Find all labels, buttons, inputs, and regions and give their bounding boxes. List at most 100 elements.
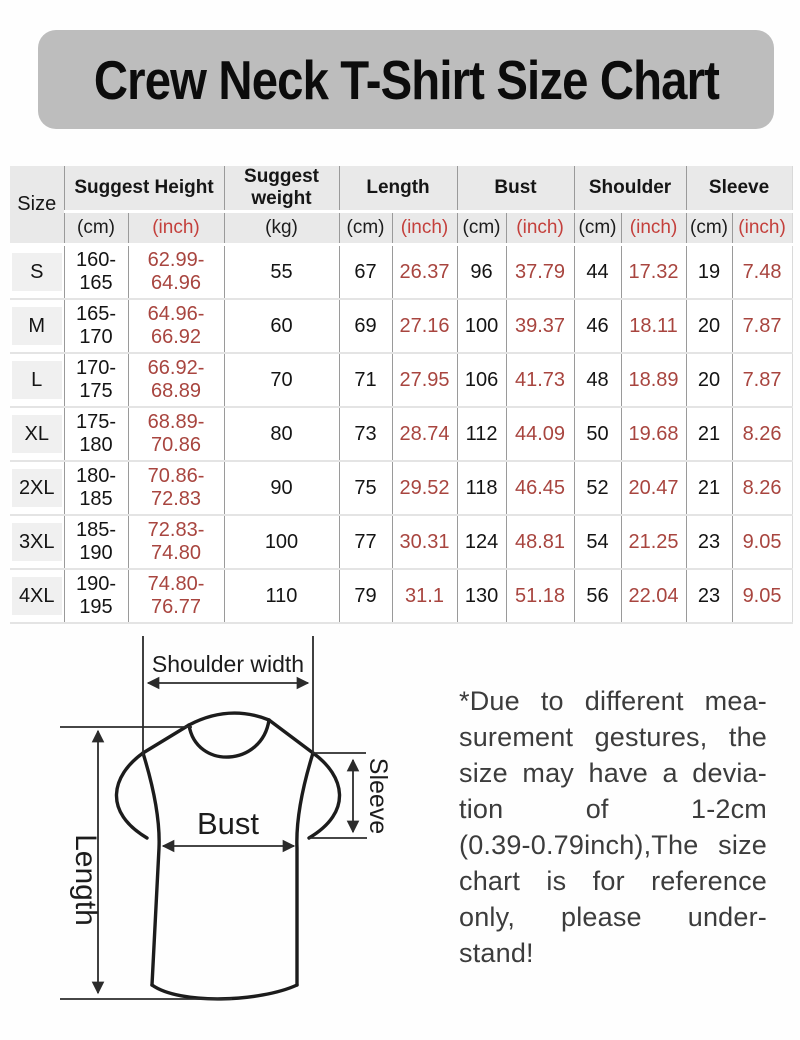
bust-label: Bust [197,806,259,841]
value-cell: 165-170 [64,299,129,354]
value-cell: 21 [686,461,733,516]
size-cell: L [10,353,65,408]
size-label: 4XL [11,577,62,615]
value-cell: 9.05 [732,515,793,570]
note-line: stand! [459,938,534,968]
note-line: tion of 1-2cm [459,794,767,824]
value-cell: 8.26 [732,461,793,516]
note-line: *Due to different mea- [459,686,767,716]
length-label: Length [69,834,102,926]
size-label: 3XL [11,523,62,561]
value-cell: 18.89 [621,353,687,408]
size-cell: XL [10,407,65,462]
value-cell: 54 [574,515,622,570]
value-cell: 62.99-64.96 [128,244,225,300]
size-cell: 4XL [10,569,65,624]
value-cell: 68.89-70.86 [128,407,225,462]
value-cell: 8.26 [732,407,793,462]
value-cell: 27.95 [392,353,458,408]
value-cell: 37.79 [506,244,575,300]
value-cell: 67 [339,244,393,300]
column-header-length: Length [339,166,458,213]
value-cell: 96 [457,244,507,300]
value-cell: 72.83-74.80 [128,515,225,570]
note-line: size may have a devia- [459,758,767,788]
unit-header-cm: (cm) [64,211,129,246]
value-cell: 51.18 [506,569,575,624]
value-cell: 23 [686,515,733,570]
shoulder-width-label: Shoulder width [152,651,304,677]
value-cell: 7.48 [732,244,793,300]
unit-header-cm: (cm) [686,211,733,246]
value-cell: 44 [574,244,622,300]
value-cell: 74.80-76.77 [128,569,225,624]
value-cell: 17.32 [621,244,687,300]
tshirt-diagram: Shoulder width Length Bust Sleeve [60,636,392,1001]
value-cell: 190-195 [64,569,129,624]
unit-header-kg: (kg) [224,211,340,246]
table-row: XL 175-180 68.89-70.86 80 73 28.74 112 44.09 50 1… [10,407,793,462]
column-header-bust: Bust [457,166,575,213]
value-cell: 69 [339,299,393,354]
value-cell: 19 [686,244,733,300]
value-cell: 70.86-72.83 [128,461,225,516]
tshirt-outline [114,711,342,1001]
value-cell: 50 [574,407,622,462]
value-cell: 110 [224,569,340,624]
value-cell: 70 [224,353,340,408]
value-cell: 80 [224,407,340,462]
unit-header-inch: (inch) [621,211,687,246]
value-cell: 160-165 [64,244,129,300]
value-cell: 71 [339,353,393,408]
value-cell: 75 [339,461,393,516]
value-cell: 21 [686,407,733,462]
table-header-row: Size Suggest Height Suggest weight Lengt… [10,166,793,246]
value-cell: 130 [457,569,507,624]
size-cell: S [10,244,65,300]
value-cell: 106 [457,353,507,408]
value-cell: 27.16 [392,299,458,354]
column-header-shoulder: Shoulder [574,166,687,213]
value-cell: 29.52 [392,461,458,516]
note-line: surement gestures, the [459,722,767,752]
table-row: M 165-170 64.96-66.92 60 69 27.16 100 39.37 46 18… [10,299,793,354]
size-table-body: S 160-165 62.99-64.96 55 67 26.37 96 37.79 44 17.… [10,244,793,624]
value-cell: 18.11 [621,299,687,354]
unit-header-inch: (inch) [506,211,575,246]
value-cell: 124 [457,515,507,570]
value-cell: 79 [339,569,393,624]
size-label: 2XL [11,469,62,507]
size-label: L [11,361,62,399]
value-cell: 41.73 [506,353,575,408]
size-label: M [11,307,62,345]
value-cell: 100 [224,515,340,570]
page-title: Crew Neck T-Shirt Size Chart [93,48,719,111]
column-header-suggest-weight: Suggest weight [224,166,340,213]
column-header-sleeve: Sleeve [686,166,793,213]
measurement-lines [60,636,367,1000]
table-row: L 170-175 66.92-68.89 70 71 27.95 106 41.73 48 18… [10,353,793,408]
value-cell: 19.68 [621,407,687,462]
value-cell: 48.81 [506,515,575,570]
unit-header-cm: (cm) [574,211,622,246]
value-cell: 31.1 [392,569,458,624]
value-cell: 26.37 [392,244,458,300]
value-cell: 39.37 [506,299,575,354]
title-banner: Crew Neck T-Shirt Size Chart [38,30,774,129]
unit-header-cm: (cm) [457,211,507,246]
unit-header-inch: (inch) [128,211,225,246]
column-header-size: Size [10,166,65,246]
note-line: (0.39-0.79inch),The size [459,830,767,860]
value-cell: 185-190 [64,515,129,570]
value-cell: 56 [574,569,622,624]
table-unit-row: (cm) (inch) (kg) (cm) (inch) (cm) (inch)… [10,211,793,246]
size-chart-table: Size Suggest Height Suggest weight Lengt… [10,166,793,624]
value-cell: 20 [686,353,733,408]
table-row: 3XL 185-190 72.83-74.80 100 77 30.31 124 48.81 5… [10,515,793,570]
value-cell: 9.05 [732,569,793,624]
value-cell: 180-185 [64,461,129,516]
column-header-suggest-height: Suggest Height [64,166,225,213]
value-cell: 175-180 [64,407,129,462]
unit-header-inch: (inch) [732,211,793,246]
value-cell: 7.87 [732,299,793,354]
